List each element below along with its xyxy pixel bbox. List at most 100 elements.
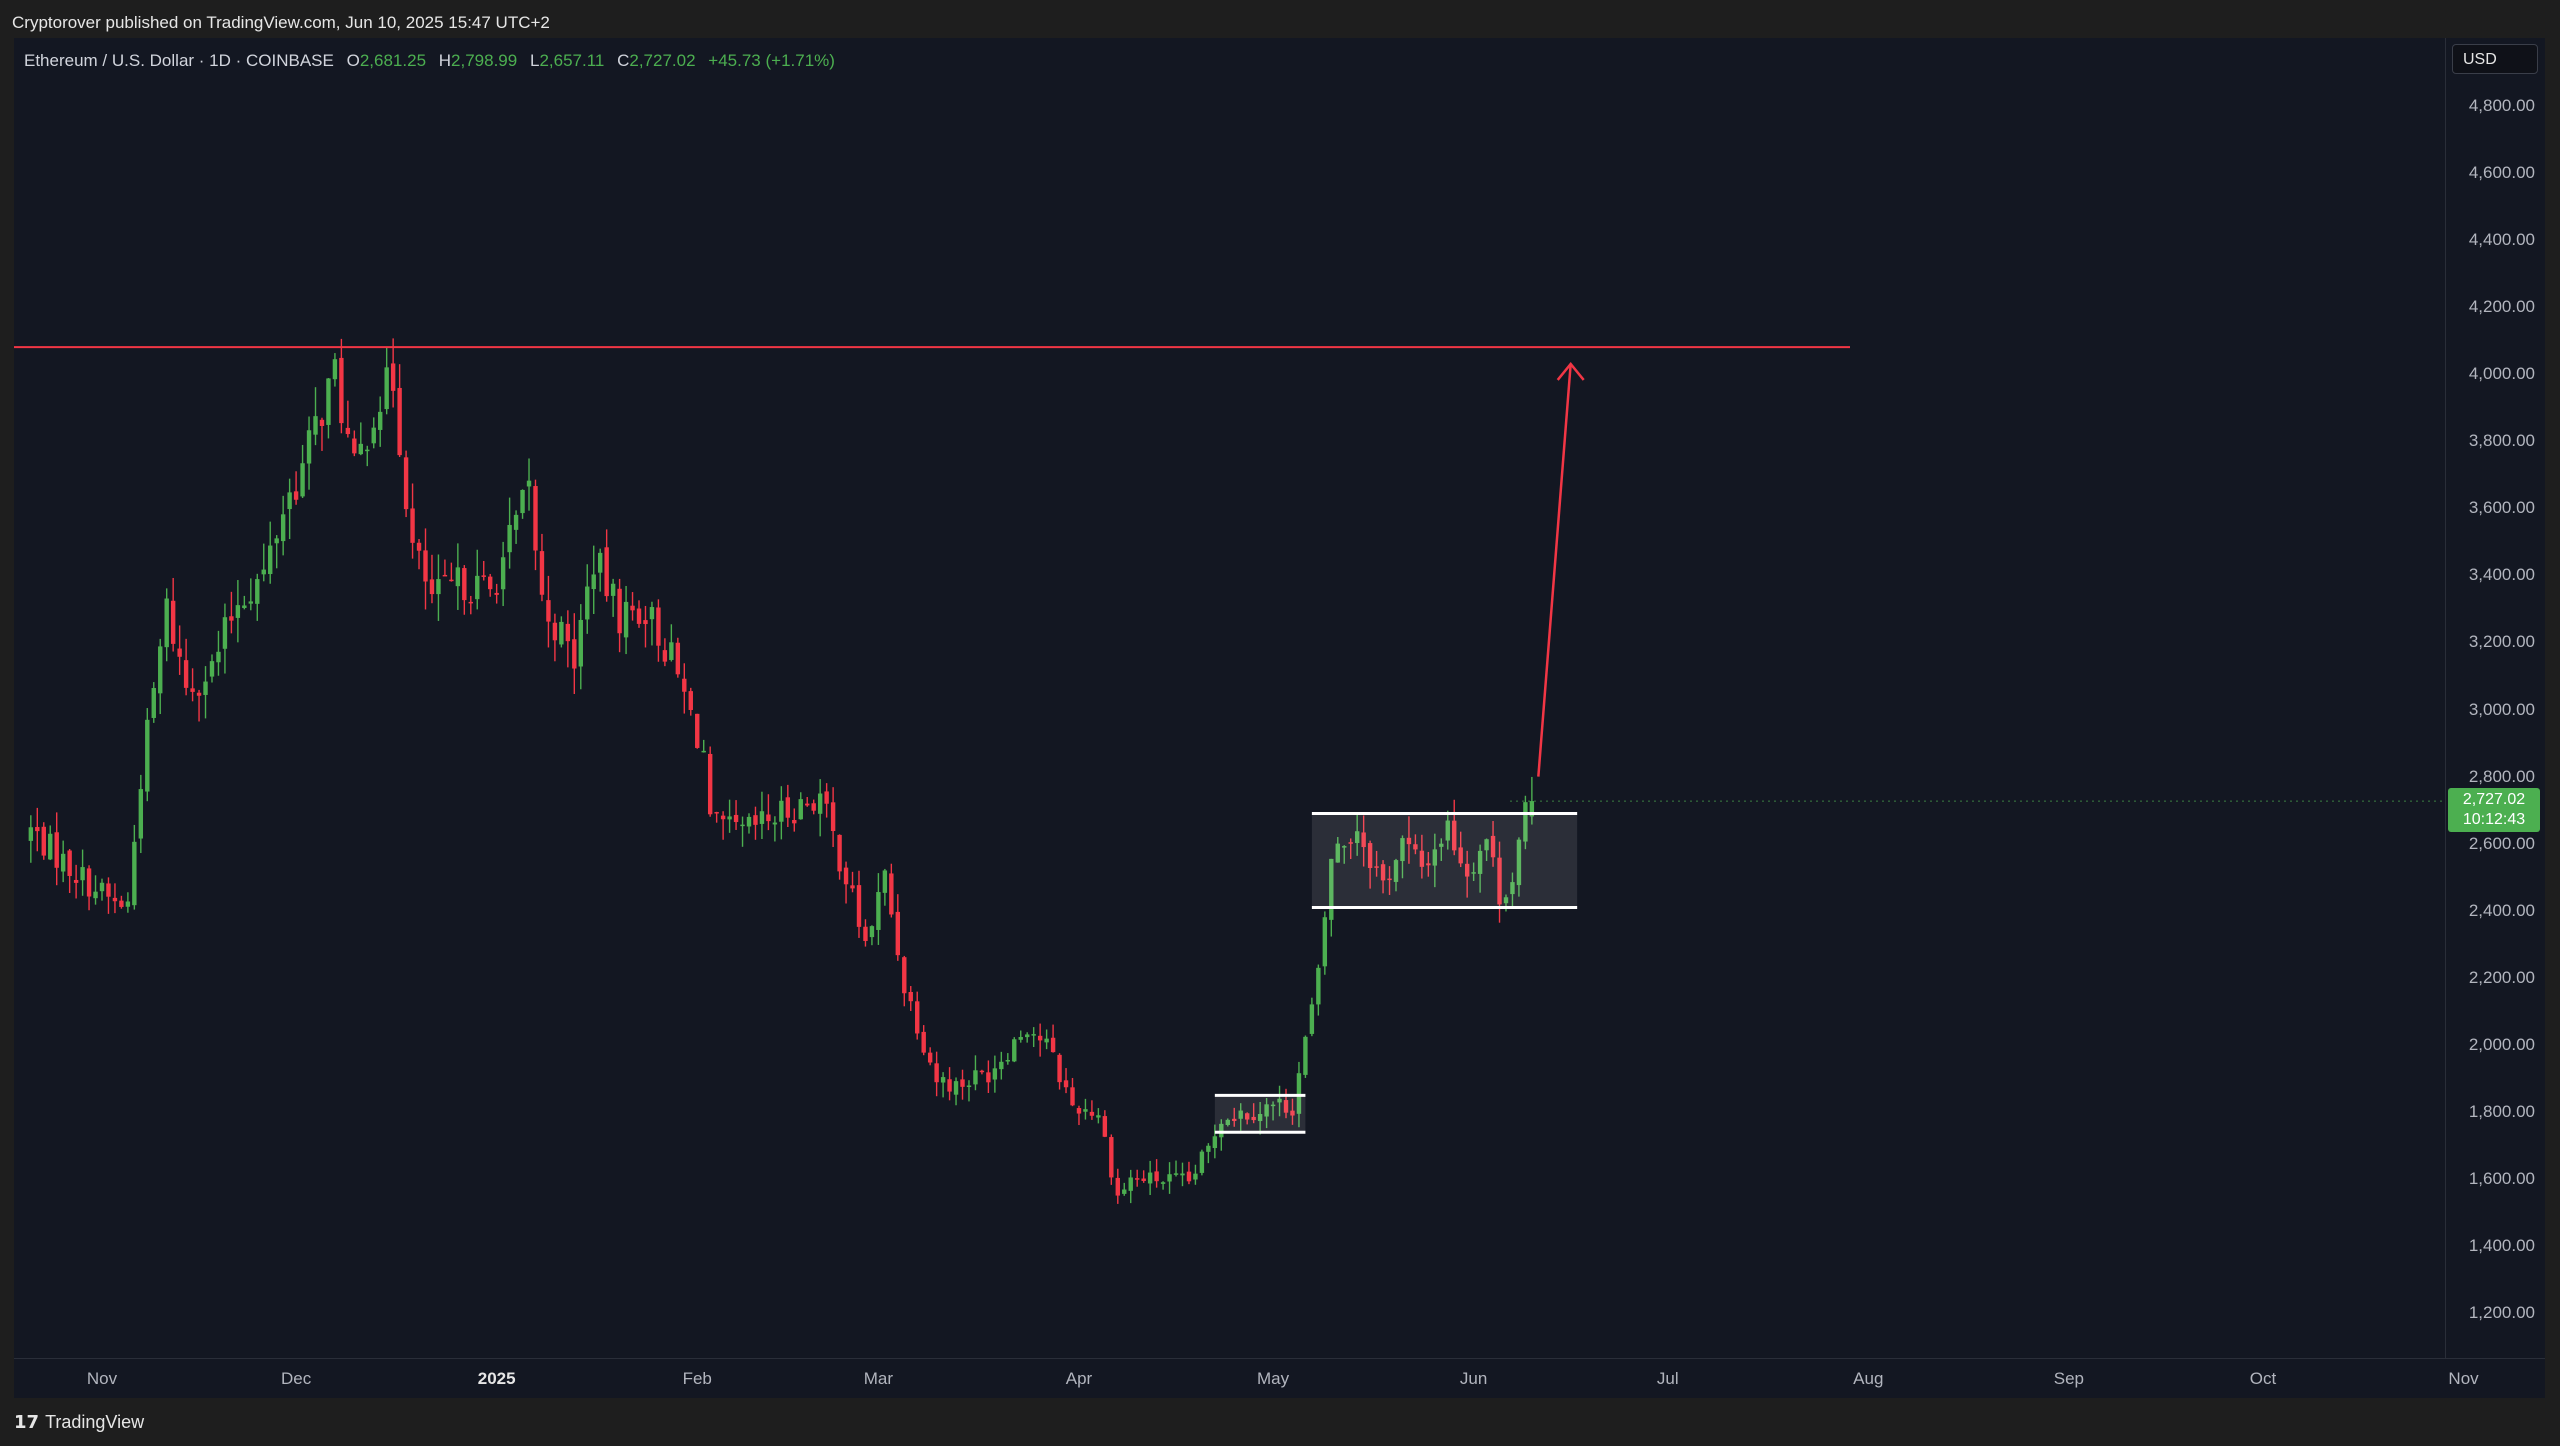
candle-body: [1135, 1178, 1140, 1180]
candle-body: [106, 883, 111, 897]
candle-body: [222, 617, 228, 649]
candle-body: [649, 607, 655, 620]
candle-body: [623, 601, 629, 638]
candle-body: [539, 551, 545, 595]
change-value: +45.73 (+1.71%): [708, 51, 835, 70]
range-box: [1311, 813, 1578, 908]
candle-body: [1303, 1036, 1308, 1075]
y-tick-label: 2,400.00: [2468, 900, 2535, 920]
bottom-bar: [0, 1398, 2560, 1446]
candle-body: [856, 885, 862, 927]
candle-body: [1329, 858, 1334, 920]
y-tick-label: 2,800.00: [2468, 766, 2535, 786]
candle-body: [403, 457, 409, 510]
candle-body: [287, 492, 292, 510]
candle-body: [475, 575, 480, 600]
tradingview-logo[interactable]: 𝟭𝟳 TradingView: [14, 1412, 144, 1433]
publisher-caption: Cryptorover published on TradingView.com…: [12, 13, 550, 32]
candle-body: [785, 797, 791, 818]
candle-body: [662, 650, 668, 662]
candle-body: [339, 357, 344, 424]
top-bar: Cryptorover published on TradingView.com…: [0, 0, 2560, 38]
candle-body: [1432, 849, 1438, 866]
currency-button[interactable]: USD: [2452, 44, 2538, 74]
candle-body: [455, 567, 461, 587]
low-value: 2,657.11: [539, 51, 605, 70]
candle-body: [953, 1081, 959, 1095]
candle-body: [999, 1061, 1004, 1070]
close-label: C: [617, 51, 630, 70]
candle-body: [1238, 1110, 1243, 1119]
candle-body: [73, 879, 79, 883]
candle-body: [733, 814, 739, 823]
candle-body: [35, 827, 40, 832]
candle-body: [300, 463, 305, 497]
candle-body: [889, 873, 894, 915]
candle-body: [1342, 846, 1347, 848]
candle-body: [1348, 842, 1353, 844]
chart-pane[interactable]: [14, 38, 2445, 1358]
candle-body: [1439, 843, 1444, 847]
right-edge: [2545, 38, 2560, 1446]
y-tick-label: 2,000.00: [2468, 1035, 2535, 1054]
candle-body: [164, 598, 169, 648]
candle-body: [1018, 1037, 1023, 1040]
y-tick-label: 3,400.00: [2468, 565, 2535, 585]
candle-body: [1309, 1004, 1315, 1034]
candle-body: [378, 411, 383, 430]
candle-body: [1277, 1098, 1282, 1103]
x-tick-label: Dec: [280, 1369, 312, 1388]
candle-body: [610, 583, 616, 596]
x-tick-label: Sep: [2053, 1369, 2084, 1388]
candle-body: [682, 678, 687, 692]
candle-body: [1464, 863, 1470, 877]
candle-body: [54, 832, 59, 868]
candle-body: [753, 815, 758, 825]
candle-body: [1471, 872, 1476, 874]
time-axis[interactable]: [14, 1358, 2545, 1399]
target-arrow-shaft: [1537, 363, 1572, 777]
candle-body: [843, 867, 849, 885]
candle-body: [1406, 837, 1412, 845]
x-tick-label: Mar: [863, 1369, 894, 1388]
ohlc-legend: Ethereum / U.S. Dollar · 1D · COINBASE O…: [24, 51, 835, 71]
candle-body: [798, 799, 803, 820]
candle-body: [1160, 1182, 1166, 1184]
candle-body: [1296, 1073, 1302, 1114]
candle-body: [927, 1052, 933, 1063]
candle-body: [559, 621, 564, 645]
candle-body: [1012, 1039, 1017, 1062]
y-tick-label: 4,600.00: [2468, 162, 2535, 182]
y-tick-label: 3,800.00: [2468, 431, 2535, 451]
candle-body: [1497, 857, 1502, 905]
candle-body: [132, 841, 137, 906]
candle-body: [1413, 844, 1418, 850]
candle-body: [190, 688, 195, 692]
price-scale[interactable]: [2445, 38, 2546, 1358]
candle-body: [1212, 1136, 1218, 1149]
candle-body: [1109, 1137, 1114, 1178]
candle-body: [1141, 1178, 1146, 1181]
candle-body: [1206, 1145, 1211, 1152]
candle-body: [280, 514, 286, 542]
candle-body: [1167, 1174, 1172, 1182]
x-tick-label: May: [1257, 1369, 1290, 1388]
candle-body: [390, 363, 396, 391]
candle-body: [617, 588, 622, 634]
candle-body: [1419, 850, 1425, 867]
candle-body: [850, 885, 855, 889]
candle-body: [216, 651, 221, 663]
candle-body: [248, 601, 254, 604]
candle-body: [1283, 1100, 1289, 1113]
candle-body: [1322, 917, 1328, 967]
y-tick-label: 4,200.00: [2468, 296, 2535, 316]
candle-body: [1232, 1118, 1237, 1121]
x-tick-label: Nov: [2448, 1369, 2479, 1388]
candle-body: [1154, 1171, 1159, 1182]
x-tick-label: Nov: [86, 1369, 118, 1388]
x-tick-label: 2025: [477, 1369, 516, 1388]
y-tick-label: 2,600.00: [2468, 833, 2535, 853]
y-tick-label: 2,200.00: [2468, 967, 2535, 987]
candle-body: [203, 681, 208, 695]
